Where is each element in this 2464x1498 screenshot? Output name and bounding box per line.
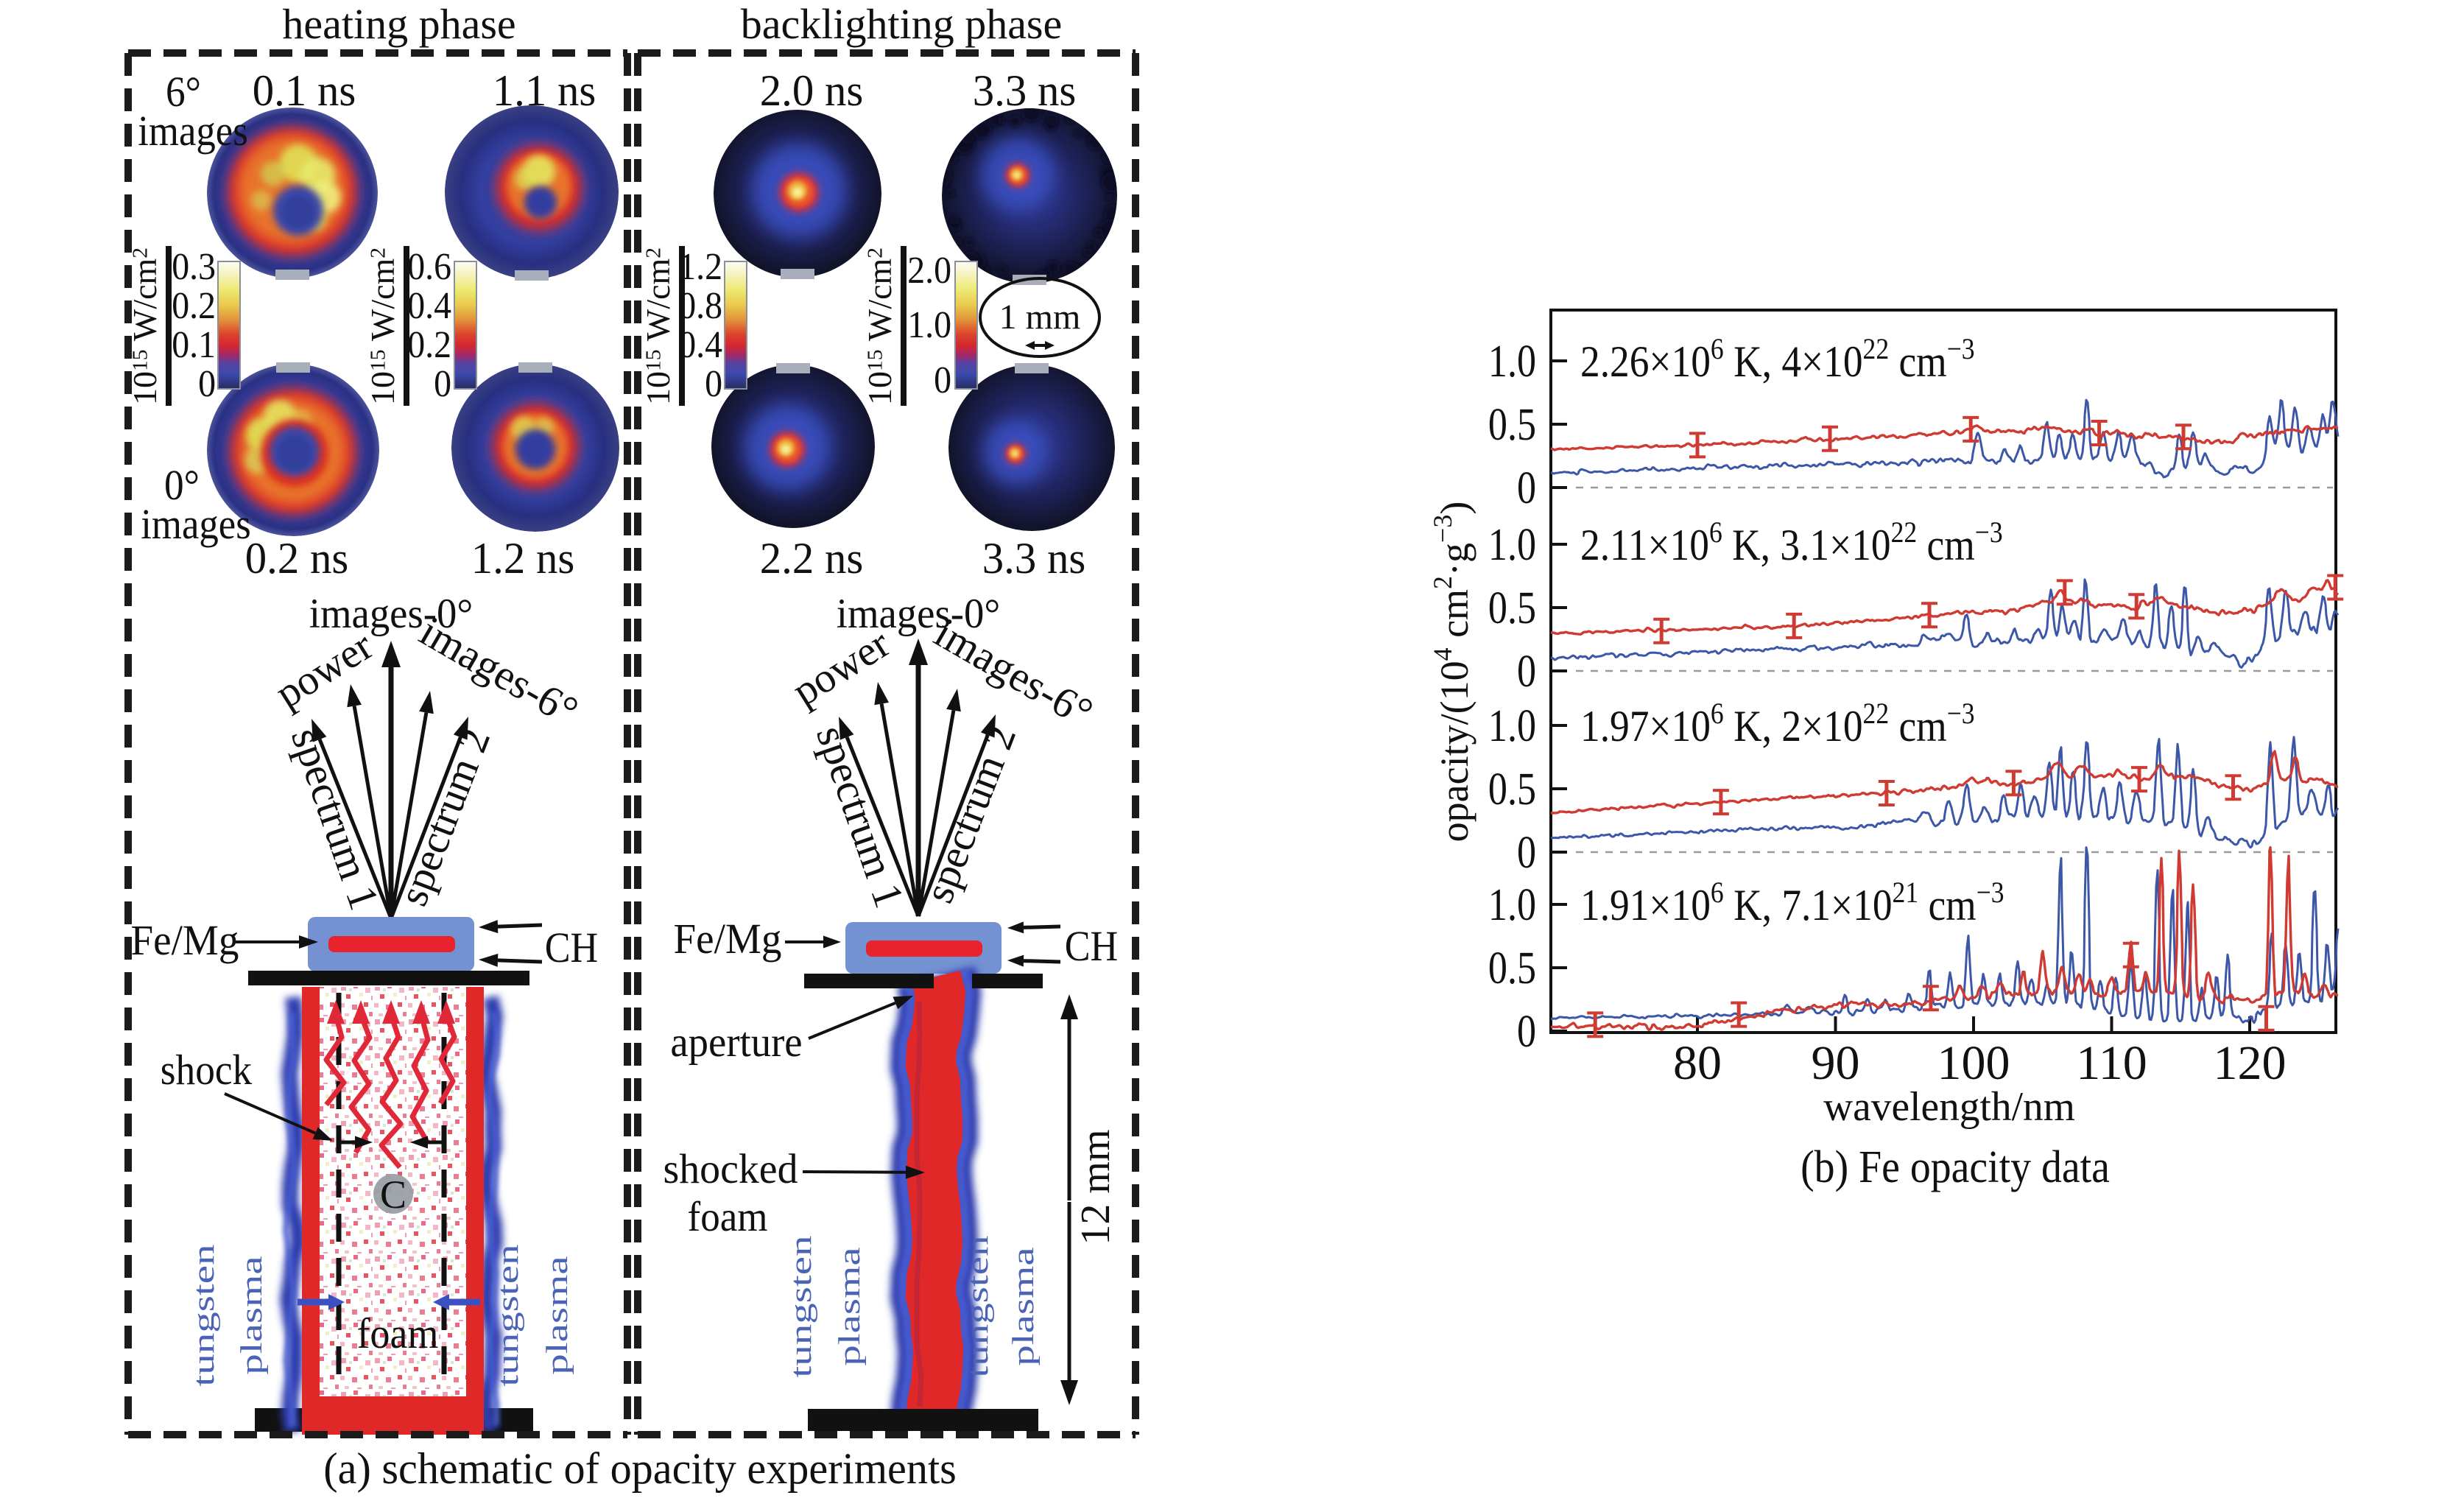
svg-text:Fe/Mg: Fe/Mg [131,918,239,965]
svg-text:shocked: shocked [663,1147,798,1193]
svg-text:plasma: plasma [1007,1247,1040,1365]
svg-text:images: images [138,108,247,155]
svg-text:plasma: plasma [833,1247,866,1365]
svg-text:0.6: 0.6 [407,245,451,287]
svg-text:images: images [141,501,250,548]
svg-text:(b) Fe opacity data: (b) Fe opacity data [1801,1141,2110,1192]
svg-text:0.5: 0.5 [1488,943,1536,994]
svg-text:heating phase: heating phase [282,0,515,48]
svg-text:images-6°: images-6° [412,607,586,735]
svg-text:wavelength/nm: wavelength/nm [1823,1084,2075,1130]
svg-text:0.5: 0.5 [1488,764,1536,815]
svg-text:1015​ W/cm2​: 1015​ W/cm2​ [861,247,898,405]
svg-text:0.3: 0.3 [172,245,216,287]
svg-text:0: 0 [198,362,216,404]
svg-text:spectrum 1: spectrum 1 [807,720,914,913]
svg-text:foam: foam [688,1193,768,1239]
svg-text:0.2: 0.2 [407,323,451,365]
svg-text:1.0: 1.0 [1488,880,1536,930]
svg-text:0: 0 [705,362,722,404]
svg-text:1.0: 1.0 [907,303,951,345]
svg-text:2.0: 2.0 [907,248,951,291]
svg-text:opacity/(104​ cm2​·g−3​): opacity/(104​ cm2​·g−3​) [1428,502,1476,843]
svg-text:12 mm: 12 mm [1073,1129,1119,1245]
svg-text:1.91×106​ K, 7.1×1021​ cm−3​: 1.91×106​ K, 7.1×1021​ cm−3​ [1580,876,2004,930]
svg-text:0: 0 [1517,647,1536,697]
svg-text:2.0 ns: 2.0 ns [760,66,863,115]
svg-text:0.8: 0.8 [678,284,722,326]
svg-text:foam: foam [357,1310,439,1357]
svg-text:CH: CH [545,924,598,971]
svg-text:1.2: 1.2 [678,245,722,287]
svg-text:0.1: 0.1 [172,323,216,365]
svg-text:spectrum 2: spectrum 2 [390,722,499,912]
svg-text:3.3 ns: 3.3 ns [973,66,1076,115]
svg-text:6°: 6° [166,68,201,116]
svg-text:images-0°: images-0° [837,591,1000,637]
svg-text:images-0°: images-0° [309,591,473,637]
svg-text:100: 100 [1937,1036,2010,1090]
svg-text:0.4: 0.4 [678,323,722,365]
svg-text:0: 0 [434,362,451,404]
svg-text:1.97×106​ K, 2×1022​ cm−3​: 1.97×106​ K, 2×1022​ cm−3​ [1580,697,1975,751]
svg-text:0: 0 [1517,463,1536,513]
svg-text:C: C [380,1172,406,1217]
svg-text:0.1 ns: 0.1 ns [253,66,356,115]
svg-text:0.2: 0.2 [172,284,216,326]
svg-text:(a) schematic of opacity exper: (a) schematic of opacity experiments [323,1444,957,1493]
svg-text:1.2 ns: 1.2 ns [471,533,574,583]
svg-text:120: 120 [2214,1036,2287,1090]
svg-text:tungsten: tungsten [961,1235,994,1377]
svg-text:Fe/Mg: Fe/Mg [674,916,782,963]
svg-text:1.0: 1.0 [1488,701,1536,751]
svg-text:1.0: 1.0 [1488,337,1536,387]
svg-text:0: 0 [934,358,951,401]
svg-text:1.1 ns: 1.1 ns [493,66,596,115]
svg-text:0: 0 [1517,1007,1536,1057]
svg-text:0.4: 0.4 [407,284,451,326]
svg-text:2.26×106​ K, 4×1022​ cm−3​: 2.26×106​ K, 4×1022​ cm−3​ [1580,333,1975,387]
svg-text:2.2 ns: 2.2 ns [760,533,863,583]
svg-text:tungsten: tungsten [491,1244,524,1386]
svg-text:backlighting phase: backlighting phase [741,0,1063,48]
svg-text:0.2 ns: 0.2 ns [245,533,348,583]
svg-text:0.5: 0.5 [1488,400,1536,450]
svg-text:spectrum 2: spectrum 2 [915,720,1025,910]
svg-text:plasma: plasma [541,1256,574,1374]
svg-text:plasma: plasma [235,1256,268,1374]
svg-text:90: 90 [1812,1036,1860,1090]
svg-text:1 mm: 1 mm [999,298,1081,337]
svg-text:80: 80 [1673,1036,1722,1090]
svg-text:0°: 0° [164,462,200,510]
svg-text:1015​ W/cm2​: 1015​ W/cm2​ [639,247,676,405]
svg-text:3.3 ns: 3.3 ns [982,533,1085,583]
svg-text:1015​ W/cm2​: 1015​ W/cm2​ [126,247,163,405]
svg-text:CH: CH [1065,922,1118,969]
svg-text:aperture: aperture [670,1019,802,1066]
svg-text:tungsten: tungsten [784,1235,817,1377]
svg-text:tungsten: tungsten [187,1244,220,1386]
svg-text:0.5: 0.5 [1488,583,1536,633]
svg-text:2.11×106​ K, 3.1×1022​ cm−3​: 2.11×106​ K, 3.1×1022​ cm−3​ [1580,516,2003,570]
svg-text:1.0: 1.0 [1488,520,1536,570]
svg-text:110: 110 [2076,1036,2147,1090]
svg-text:shock: shock [161,1047,253,1094]
svg-text:0: 0 [1517,828,1536,878]
svg-text:1015​ W/cm2​: 1015​ W/cm2​ [364,247,401,405]
